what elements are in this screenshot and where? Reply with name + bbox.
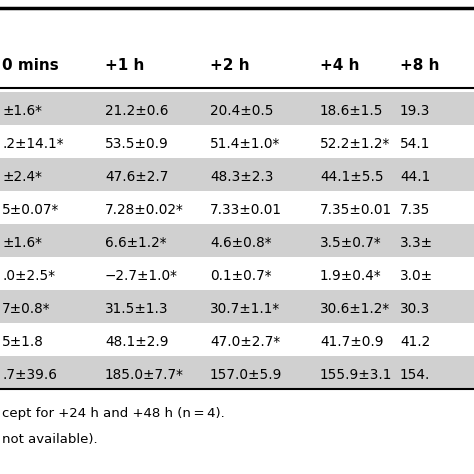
Text: 18.6±1.5: 18.6±1.5 [320, 104, 383, 118]
Text: 47.0±2.7*: 47.0±2.7* [210, 335, 280, 349]
Text: ±1.6*: ±1.6* [2, 236, 42, 250]
Text: 5±1.8: 5±1.8 [2, 335, 44, 349]
Text: 185.0±7.7*: 185.0±7.7* [105, 368, 184, 382]
Text: 3.5±0.7*: 3.5±0.7* [320, 236, 382, 250]
Text: 7±0.8*: 7±0.8* [2, 302, 51, 316]
Text: +2 h: +2 h [210, 57, 250, 73]
Text: 7.33±0.01: 7.33±0.01 [210, 203, 282, 217]
Text: 6.6±1.2*: 6.6±1.2* [105, 236, 166, 250]
Text: 48.1±2.9: 48.1±2.9 [105, 335, 168, 349]
Bar [0, 356, 474, 389]
Text: 154.: 154. [400, 368, 430, 382]
Bar [0, 224, 474, 257]
Text: 30.6±1.2*: 30.6±1.2* [320, 302, 390, 316]
Text: 21.2±0.6: 21.2±0.6 [105, 104, 168, 118]
Text: 155.9±3.1: 155.9±3.1 [320, 368, 392, 382]
Text: 53.5±0.9: 53.5±0.9 [105, 137, 169, 151]
Bar [0, 92, 474, 125]
Text: 7.35±0.01: 7.35±0.01 [320, 203, 392, 217]
Text: 41.7±0.9: 41.7±0.9 [320, 335, 383, 349]
Text: 30.3: 30.3 [400, 302, 430, 316]
Text: 157.0±5.9: 157.0±5.9 [210, 368, 283, 382]
Text: 3.3±: 3.3± [400, 236, 433, 250]
Bar [0, 158, 474, 191]
Text: 31.5±1.3: 31.5±1.3 [105, 302, 168, 316]
Text: 0.1±0.7*: 0.1±0.7* [210, 269, 272, 283]
Text: 51.4±1.0*: 51.4±1.0* [210, 137, 280, 151]
Text: 54.1: 54.1 [400, 137, 430, 151]
Text: .2±14.1*: .2±14.1* [2, 137, 64, 151]
Text: 3.0±: 3.0± [400, 269, 433, 283]
Text: +8 h: +8 h [400, 57, 439, 73]
Text: 5±0.07*: 5±0.07* [2, 203, 59, 217]
Text: 19.3: 19.3 [400, 104, 430, 118]
Bar [0, 290, 474, 323]
Text: .7±39.6: .7±39.6 [2, 368, 57, 382]
Text: 44.1±5.5: 44.1±5.5 [320, 170, 383, 184]
Text: 44.1: 44.1 [400, 170, 430, 184]
Text: 4.6±0.8*: 4.6±0.8* [210, 236, 272, 250]
Text: 20.4±0.5: 20.4±0.5 [210, 104, 273, 118]
Text: not available).: not available). [2, 433, 98, 446]
Text: 30.7±1.1*: 30.7±1.1* [210, 302, 280, 316]
Text: 7.28±0.02*: 7.28±0.02* [105, 203, 184, 217]
Text: 52.2±1.2*: 52.2±1.2* [320, 137, 390, 151]
Text: 47.6±2.7: 47.6±2.7 [105, 170, 168, 184]
Text: −2.7±1.0*: −2.7±1.0* [105, 269, 178, 283]
Text: 7.35: 7.35 [400, 203, 430, 217]
Text: +4 h: +4 h [320, 57, 359, 73]
Text: cept for +24 h and +48 h (n = 4).: cept for +24 h and +48 h (n = 4). [2, 407, 225, 420]
Text: 48.3±2.3: 48.3±2.3 [210, 170, 273, 184]
Text: 41.2: 41.2 [400, 335, 430, 349]
Text: ±2.4*: ±2.4* [2, 170, 42, 184]
Text: ±1.6*: ±1.6* [2, 104, 42, 118]
Text: 1.9±0.4*: 1.9±0.4* [320, 269, 382, 283]
Text: 0 mins: 0 mins [2, 57, 59, 73]
Text: +1 h: +1 h [105, 57, 145, 73]
Text: .0±2.5*: .0±2.5* [2, 269, 55, 283]
